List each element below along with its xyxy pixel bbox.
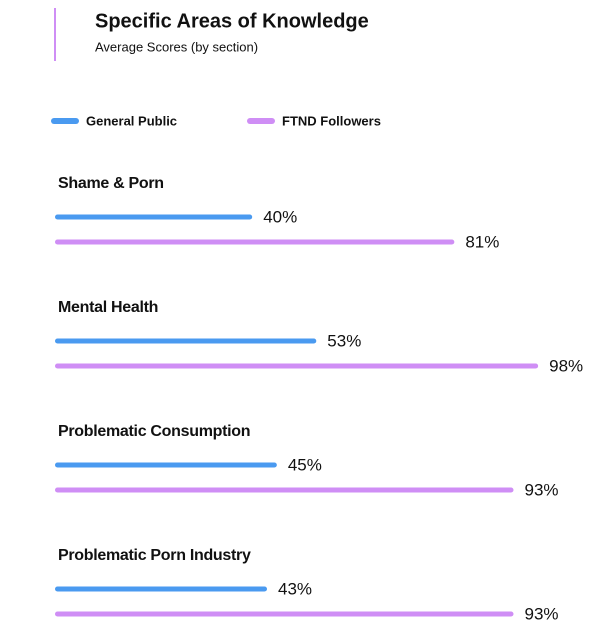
category-label: Problematic Porn Industry: [58, 547, 251, 564]
value-label: 93%: [524, 604, 558, 623]
bar: [55, 338, 317, 344]
bar: [55, 214, 253, 220]
legend-label: FTND Followers: [282, 113, 381, 128]
category-label: Shame & Porn: [58, 175, 164, 192]
legend-label: General Public: [86, 113, 177, 128]
value-label: 98%: [549, 356, 583, 375]
bar: [55, 487, 514, 493]
value-label: 93%: [524, 480, 558, 499]
value-label: 43%: [278, 579, 312, 598]
value-label: 40%: [263, 207, 297, 226]
bar: [55, 363, 539, 369]
chart-subtitle: Average Scores (by section): [95, 39, 258, 54]
value-label: 45%: [288, 455, 322, 474]
bar: [55, 239, 455, 245]
bar: [55, 586, 267, 592]
value-label: 81%: [465, 232, 499, 251]
value-label: 53%: [327, 331, 361, 350]
bar: [55, 462, 277, 468]
chart-title: Specific Areas of Knowledge: [95, 10, 369, 32]
bar: [55, 611, 514, 617]
category-label: Mental Health: [58, 299, 158, 316]
category-label: Problematic Consumption: [58, 423, 250, 440]
